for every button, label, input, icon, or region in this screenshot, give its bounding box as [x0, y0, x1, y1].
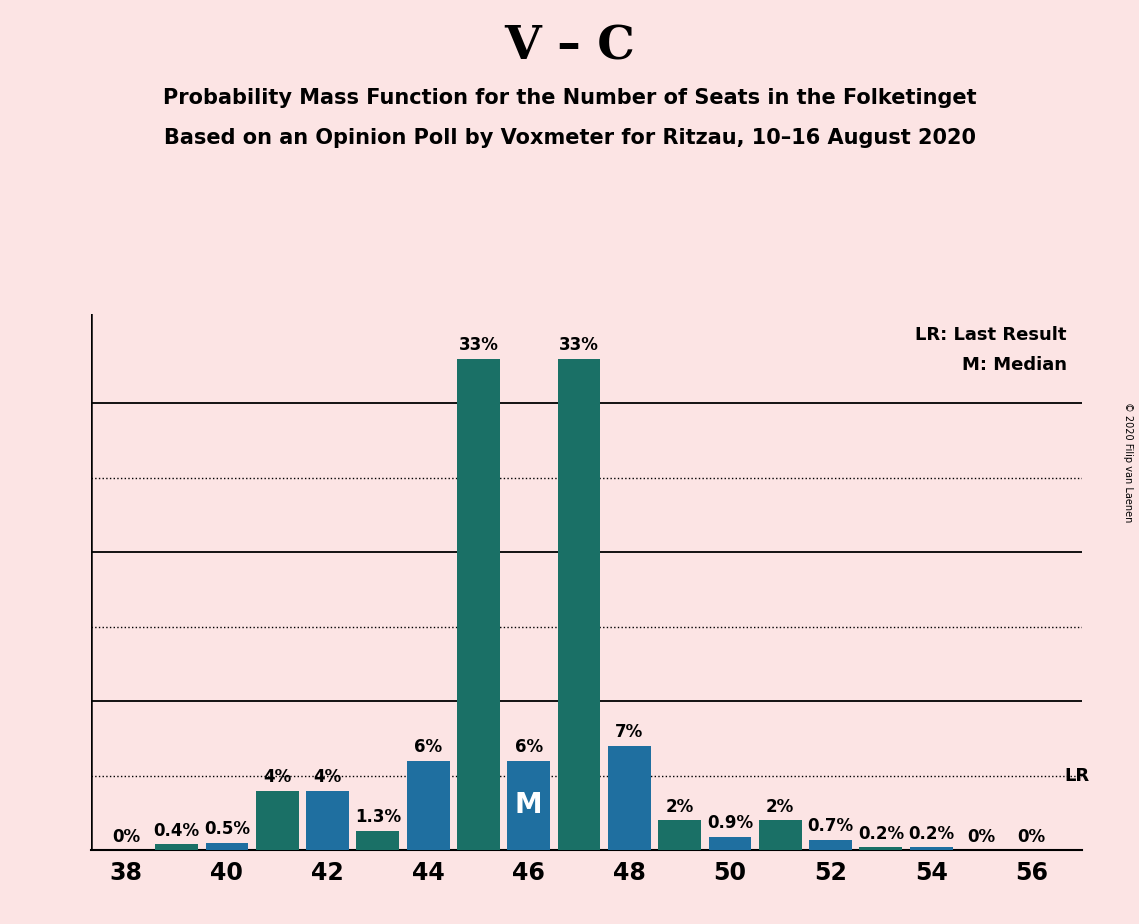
Text: V – C: V – C	[505, 23, 634, 69]
Bar	[910, 847, 952, 850]
Bar	[658, 821, 700, 850]
Bar	[357, 831, 399, 850]
Text: 4%: 4%	[263, 768, 292, 786]
Text: 4%: 4%	[313, 768, 342, 786]
Text: LR: LR	[1065, 767, 1090, 784]
Bar	[457, 359, 500, 850]
Text: 0%: 0%	[1017, 828, 1046, 846]
Text: 2%: 2%	[767, 797, 794, 816]
Text: 0.2%: 0.2%	[908, 824, 954, 843]
Text: 0.9%: 0.9%	[707, 814, 753, 833]
Text: 0.5%: 0.5%	[204, 821, 249, 838]
Bar	[507, 760, 550, 850]
Bar	[558, 359, 600, 850]
Text: M: Median: M: Median	[962, 356, 1067, 374]
Text: 6%: 6%	[515, 738, 543, 756]
Bar	[608, 746, 650, 850]
Bar	[759, 821, 802, 850]
Text: 0.4%: 0.4%	[154, 821, 199, 840]
Text: 33%: 33%	[459, 336, 499, 355]
Bar	[256, 791, 298, 850]
Text: M: M	[515, 792, 542, 820]
Text: 7%: 7%	[615, 723, 644, 741]
Bar	[407, 760, 450, 850]
Text: © 2020 Filip van Laenen: © 2020 Filip van Laenen	[1123, 402, 1133, 522]
Bar	[306, 791, 349, 850]
Text: 6%: 6%	[415, 738, 442, 756]
Text: 1.3%: 1.3%	[354, 808, 401, 826]
Text: 0%: 0%	[113, 828, 140, 846]
Text: 0.7%: 0.7%	[808, 817, 853, 835]
Bar	[860, 847, 902, 850]
Bar	[708, 837, 752, 850]
Text: Probability Mass Function for the Number of Seats in the Folketinget: Probability Mass Function for the Number…	[163, 88, 976, 108]
Bar	[205, 843, 248, 850]
Bar	[809, 840, 852, 850]
Text: 0%: 0%	[967, 828, 995, 846]
Text: 33%: 33%	[559, 336, 599, 355]
Text: Based on an Opinion Poll by Voxmeter for Ritzau, 10–16 August 2020: Based on an Opinion Poll by Voxmeter for…	[164, 128, 975, 148]
Text: 0.2%: 0.2%	[858, 824, 904, 843]
Text: LR: Last Result: LR: Last Result	[916, 326, 1067, 344]
Text: 2%: 2%	[665, 797, 694, 816]
Bar	[155, 845, 198, 850]
